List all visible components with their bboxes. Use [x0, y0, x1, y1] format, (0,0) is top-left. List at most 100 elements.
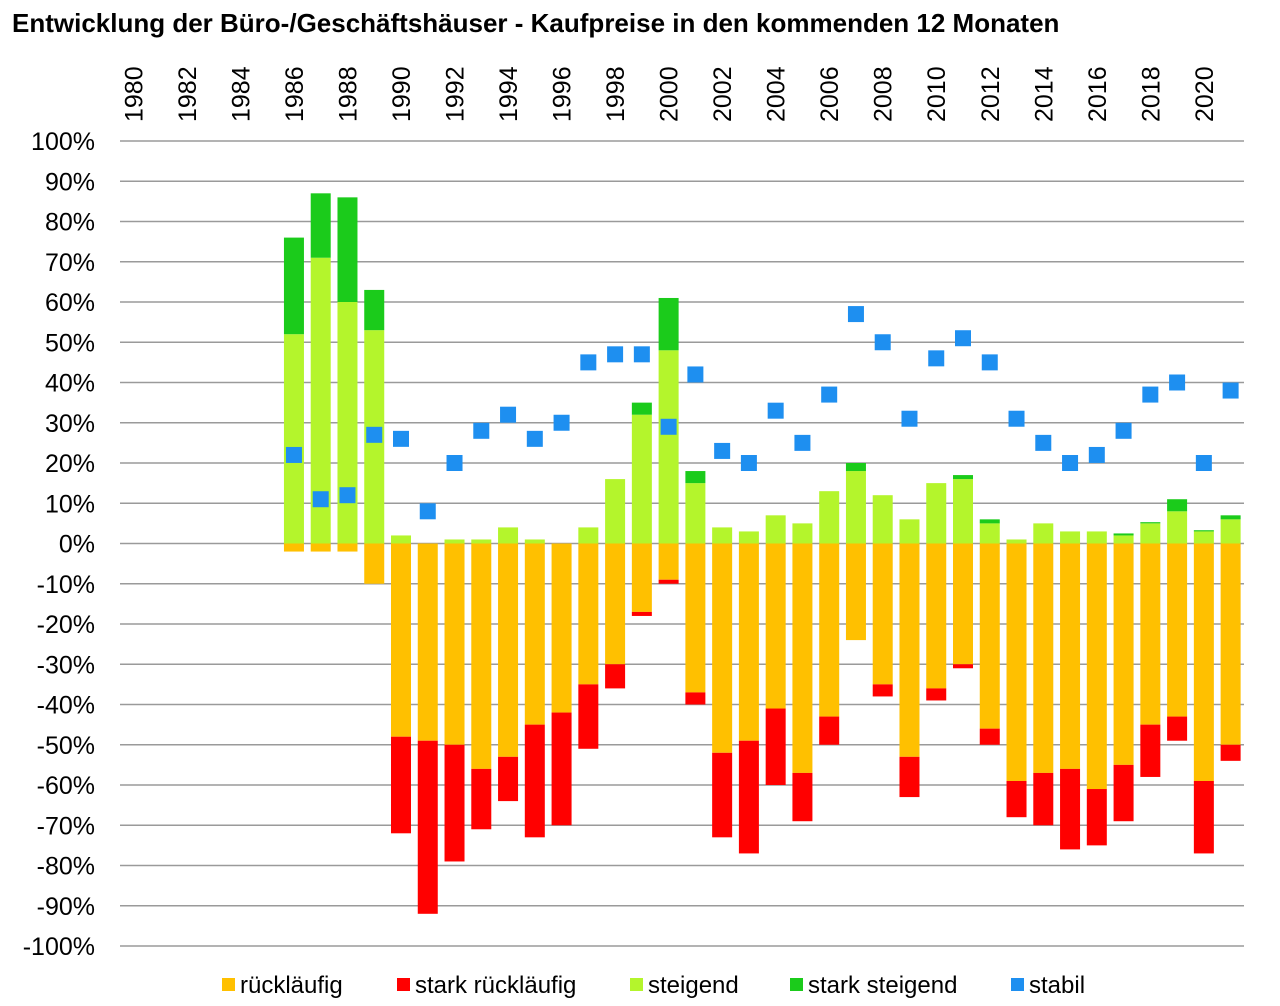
bar-steigend-2013 [1006, 539, 1027, 544]
bar-rückläufig-1987 [310, 543, 331, 552]
bar-rückläufig-2017 [1113, 543, 1134, 765]
bar-stark-rückläufig-2017 [1113, 764, 1134, 822]
y-tick-label: 20% [45, 450, 95, 478]
x-tick-label: 2008 [870, 66, 898, 122]
bar-stark-steigend-2007 [845, 463, 866, 472]
marker-stabil-1998 [607, 346, 624, 363]
bar-rückläufig-2010 [926, 543, 947, 689]
x-tick-label: 1984 [227, 66, 255, 122]
x-tick-label: 2012 [977, 66, 1005, 122]
y-tick-label: 10% [45, 490, 95, 518]
bar-stark-rückläufig-2019 [1167, 716, 1188, 741]
bar-rückläufig-1986 [283, 543, 304, 552]
x-tick-label: 2000 [656, 66, 684, 122]
bar-rückläufig-1999 [631, 543, 652, 612]
bar-steigend-2006 [819, 491, 840, 544]
x-tick-label: 1994 [495, 66, 523, 122]
bar-stark-rückläufig-1991 [417, 740, 438, 914]
marker-stabil-1997 [580, 354, 597, 371]
bar-rückläufig-1993 [471, 543, 492, 769]
x-tick-label: 2004 [763, 66, 791, 122]
bar-stark-steigend-2019 [1167, 499, 1188, 512]
bar-steigend-2014 [1033, 523, 1054, 544]
x-tick-label: 2018 [1137, 66, 1165, 122]
bar-steigend-2021 [1220, 519, 1241, 544]
marker-stabil-2009 [901, 410, 918, 427]
bar-stark-rückläufig-1997 [578, 684, 599, 749]
bar-steigend-2020 [1193, 531, 1214, 544]
bar-stark-rückläufig-2021 [1220, 744, 1241, 761]
bar-stark-rückläufig-2016 [1086, 789, 1107, 846]
bar-stark-rückläufig-2006 [819, 716, 840, 745]
marker-stabil-2021 [1222, 382, 1239, 399]
bar-stark-rückläufig-2008 [872, 684, 893, 697]
bar-rückläufig-1990 [391, 543, 411, 737]
bar-rückläufig-2009 [899, 543, 920, 757]
x-tick-label: 1988 [334, 66, 362, 122]
y-tick-label: -20% [37, 611, 95, 639]
bar-stark-steigend-2020 [1193, 530, 1214, 532]
x-tick-label: 2014 [1030, 66, 1058, 122]
bar-stark-rückläufig-1993 [471, 768, 492, 830]
bar-steigend-2018 [1140, 523, 1161, 544]
marker-stabil-1999 [633, 346, 650, 363]
bar-steigend-2011 [953, 479, 973, 544]
x-tick-label: 2006 [816, 66, 844, 122]
y-tick-label: 70% [45, 249, 95, 277]
legend-label-3: stark steigend [808, 972, 957, 999]
marker-stabil-2012 [981, 354, 998, 371]
bar-steigend-1986 [283, 334, 304, 544]
bar-stark-rückläufig-1990 [391, 736, 411, 834]
y-tick-label: -70% [37, 812, 95, 840]
marker-stabil-2008 [874, 334, 891, 351]
marker-stabil-2006 [821, 386, 838, 403]
y-tick-label: -40% [37, 692, 95, 720]
bar-steigend-2015 [1060, 531, 1081, 544]
bar-steigend-1987 [310, 257, 331, 544]
bar-stark-rückläufig-1992 [444, 744, 465, 862]
marker-stabil-1993 [473, 422, 490, 439]
bar-stark-rückläufig-2010 [926, 688, 947, 701]
bar-steigend-2003 [738, 531, 759, 544]
bar-stark-rückläufig-2009 [899, 756, 920, 798]
marker-stabil-2013 [1008, 410, 1025, 427]
bar-rückläufig-2020 [1193, 543, 1214, 781]
marker-stabil-2003 [740, 455, 757, 471]
y-tick-label: 100% [31, 128, 95, 156]
bar-steigend-2005 [792, 523, 813, 544]
bar-steigend-2008 [872, 495, 893, 544]
x-tick-label: 2002 [709, 66, 737, 122]
bar-rückläufig-2000 [658, 543, 679, 580]
legend-label-0: rückläufig [240, 972, 343, 999]
bar-stark-steigend-1987 [310, 193, 331, 258]
x-tick-label: 1990 [388, 66, 416, 122]
bar-steigend-2017 [1113, 535, 1134, 544]
bar-stark-steigend-2017 [1113, 533, 1134, 536]
bar-steigend-2010 [926, 483, 947, 544]
x-tick-label: 2020 [1191, 66, 1219, 122]
marker-stabil-2004 [767, 402, 784, 419]
marker-stabil-1988 [339, 487, 356, 504]
bar-stark-rückläufig-2018 [1140, 724, 1161, 777]
bar-rückläufig-2012 [979, 543, 1000, 729]
y-tick-label: 0% [59, 531, 95, 559]
bar-steigend-1992 [444, 539, 465, 544]
bar-rückläufig-2005 [792, 543, 813, 773]
bar-steigend-1999 [631, 414, 652, 544]
bar-steigend-2016 [1086, 531, 1107, 544]
x-tick-label: 1980 [120, 66, 148, 122]
bar-rückläufig-2006 [819, 543, 840, 717]
bar-rückläufig-1994 [498, 543, 519, 757]
legend-label-1: stark rückläufig [415, 972, 576, 999]
bar-stark-steigend-1989 [364, 289, 385, 331]
bar-steigend-2002 [712, 527, 733, 544]
bar-stark-rückläufig-2004 [765, 708, 786, 785]
bar-rückläufig-2002 [712, 543, 733, 753]
y-tick-label: -100% [23, 933, 95, 961]
marker-stabil-1986 [285, 446, 302, 463]
bar-steigend-2019 [1167, 511, 1188, 544]
marker-stabil-1996 [553, 414, 570, 431]
bar-rückläufig-2015 [1060, 543, 1081, 769]
bar-stark-rückläufig-2005 [792, 772, 813, 822]
